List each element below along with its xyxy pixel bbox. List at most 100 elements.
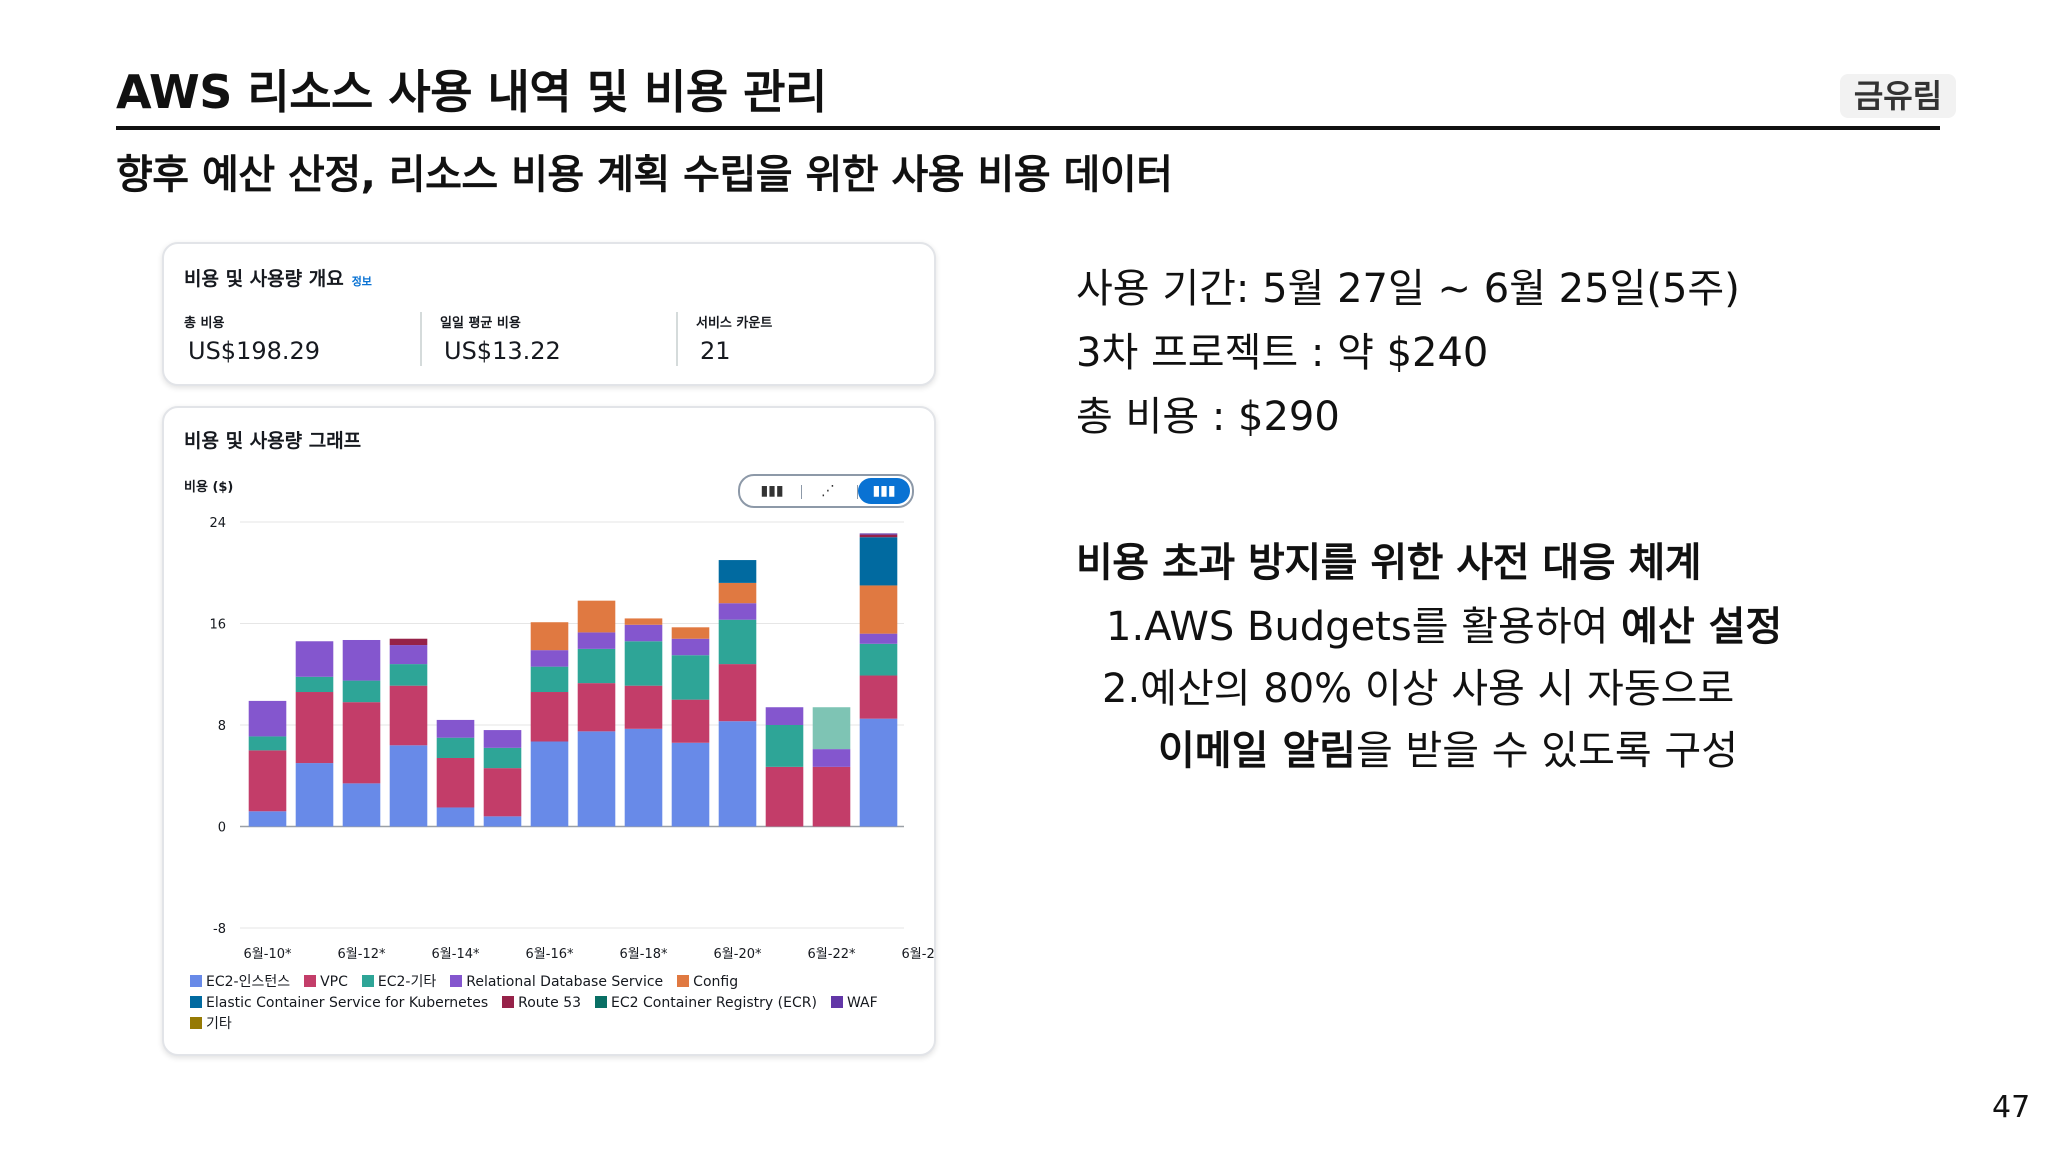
bar-segment[interactable] (436, 757, 475, 808)
stacked-bar-chart-icon[interactable]: ▮▮▮ (858, 478, 910, 504)
legend-item[interactable]: EC2 Container Registry (ECR) (595, 993, 817, 1014)
bar-segment[interactable] (859, 585, 898, 634)
bar-segment[interactable] (859, 633, 898, 644)
bar-segment[interactable] (624, 641, 663, 686)
bar-segment[interactable] (483, 730, 522, 748)
bar-segment[interactable] (671, 655, 710, 700)
bar-segment[interactable] (248, 750, 287, 812)
bar-segment[interactable] (342, 639, 381, 681)
bar-segment[interactable] (765, 725, 804, 767)
bar-segment[interactable] (718, 603, 757, 620)
legend-label: EC2 Container Registry (ECR) (611, 995, 817, 1011)
bar-segment[interactable] (389, 664, 428, 686)
bar-segment[interactable] (718, 721, 757, 827)
slide-subtitle: 향후 예산 산정, 리소스 비용 계획 수립을 위한 사용 비용 데이터 (116, 152, 1173, 198)
bar-segment[interactable] (718, 664, 757, 722)
metric-divider (676, 312, 678, 366)
legend-label: EC2-기타 (377, 974, 437, 990)
bar-segment[interactable] (718, 619, 757, 665)
y-axis-title: 비용 ($) (184, 480, 234, 495)
x-tick-label: 6월-10* (244, 947, 292, 962)
bar-segment[interactable] (295, 692, 334, 764)
bar-segment[interactable] (248, 736, 287, 751)
bar-segment[interactable] (624, 624, 663, 642)
bar-segment[interactable] (530, 741, 569, 827)
bar-segment[interactable] (859, 643, 898, 676)
bar-segment[interactable] (295, 763, 334, 827)
legend-item[interactable]: VPC (304, 972, 348, 993)
bar-segment[interactable] (483, 747, 522, 769)
legend-item[interactable]: WAF (830, 993, 878, 1014)
item1-bold: 예산 설정 (1621, 604, 1783, 650)
toggle-divider (801, 485, 802, 499)
legend-item[interactable]: Elastic Container Service for Kubernetes (190, 993, 488, 1014)
bar-segment[interactable] (859, 675, 898, 719)
bar-segment[interactable] (577, 648, 616, 684)
bar-segment[interactable] (812, 749, 851, 767)
legend-label: Route 53 (518, 995, 582, 1011)
bar-segment[interactable] (248, 811, 287, 827)
bar-segment[interactable] (812, 707, 851, 750)
legend-item[interactable]: EC2-기타 (361, 972, 437, 993)
bar-segment[interactable] (765, 766, 804, 827)
legend-item[interactable]: Route 53 (502, 993, 581, 1014)
bar-segment[interactable] (718, 582, 757, 604)
legend-label: 기타 (206, 1016, 232, 1032)
legend-swatch (450, 975, 463, 987)
bar-segment[interactable] (248, 700, 287, 737)
bar-segment[interactable] (389, 685, 428, 746)
bar-segment[interactable] (577, 683, 616, 732)
bar-segment[interactable] (530, 692, 569, 742)
bar-segment[interactable] (295, 676, 334, 693)
info-link[interactable]: 정보 (351, 275, 372, 288)
bar-segment[interactable] (812, 766, 851, 827)
bar-chart-icon[interactable]: ▮▮▮ (760, 483, 784, 499)
bar-segment[interactable] (859, 718, 898, 827)
legend-label: Config (693, 974, 739, 990)
bar-segment[interactable] (342, 702, 381, 784)
total-cost: 총 비용 : $290 (1076, 394, 1340, 440)
bar-segment[interactable] (389, 745, 428, 827)
y-tick-label: 16 (209, 618, 226, 633)
bar-segment[interactable] (859, 534, 898, 538)
line-chart-icon[interactable]: ⋰ (821, 483, 835, 499)
legend-item[interactable]: 기타 (190, 1014, 232, 1035)
bar-segment[interactable] (859, 533, 898, 535)
bar-segment[interactable] (342, 783, 381, 827)
bar-segment[interactable] (577, 600, 616, 633)
bar-segment[interactable] (530, 650, 569, 667)
legend-item[interactable]: Relational Database Service (450, 972, 663, 993)
bar-segment[interactable] (671, 627, 710, 639)
metric-label: 일일 평균 비용 (440, 316, 521, 331)
bar-segment[interactable] (342, 680, 381, 703)
y-tick-label: 0 (218, 821, 226, 836)
bar-segment[interactable] (436, 719, 475, 738)
x-tick-label: 6월-12* (338, 947, 386, 962)
legend-label: Relational Database Service (466, 974, 664, 990)
x-tick-label: 6월-20* (714, 947, 762, 962)
bar-segment[interactable] (483, 816, 522, 827)
bar-segment[interactable] (765, 707, 804, 725)
legend-item[interactable]: Config (677, 972, 738, 993)
bar-segment[interactable] (389, 638, 428, 646)
bar-segment[interactable] (577, 632, 616, 649)
bar-segment[interactable] (671, 638, 710, 656)
bar-segment[interactable] (671, 742, 710, 827)
page-number: 47 (1992, 1090, 2031, 1125)
bar-segment[interactable] (483, 768, 522, 817)
bar-segment[interactable] (624, 618, 663, 625)
bar-segment[interactable] (577, 731, 616, 827)
bar-segment[interactable] (295, 641, 334, 677)
bar-segment[interactable] (718, 560, 757, 583)
bar-segment[interactable] (389, 645, 428, 665)
bar-segment[interactable] (624, 685, 663, 729)
bar-segment[interactable] (624, 728, 663, 827)
bar-segment[interactable] (436, 807, 475, 827)
bar-segment[interactable] (859, 537, 898, 586)
bar-segment[interactable] (671, 699, 710, 743)
bar-segment[interactable] (530, 666, 569, 693)
bar-segment[interactable] (530, 622, 569, 651)
bar-segment[interactable] (436, 737, 475, 758)
legend-item[interactable]: EC2-인스턴스 (190, 972, 290, 993)
x-tick-label: 6월-24* (902, 947, 934, 962)
